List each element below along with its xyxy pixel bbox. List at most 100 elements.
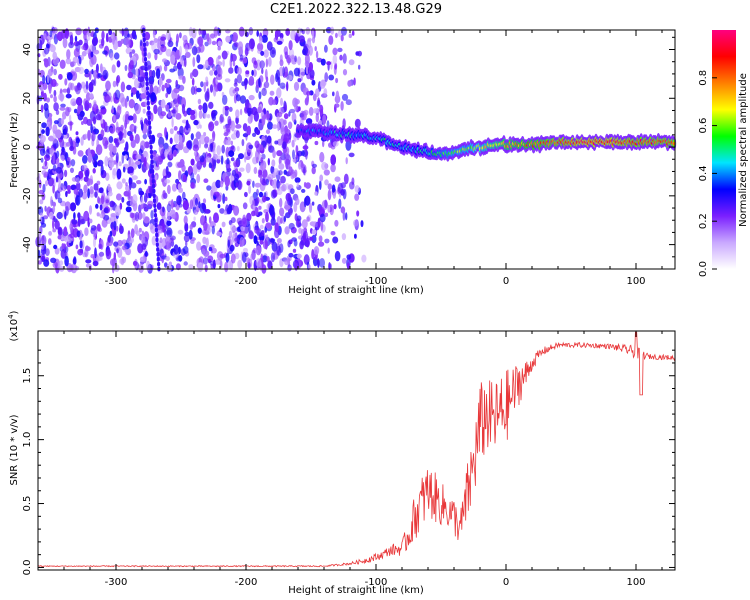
spectrogram-noise-cell [100, 105, 106, 110]
spectrogram-noise-cell [270, 238, 275, 243]
spectrogram-noise-cell [298, 259, 301, 270]
spectrogram-noise-cell [227, 260, 231, 269]
spectrogram-noise-cell [308, 202, 313, 213]
spectrogram-noise-cell [64, 127, 67, 135]
spectrogram-noise-cell [271, 159, 276, 167]
spectrogram-noise-cell [328, 74, 335, 81]
spectrogram-noise-cell [113, 220, 117, 231]
spectrogram-noise-cell [164, 262, 168, 268]
spectrogram-noise-cell [288, 252, 294, 258]
spectrogram-noise-cell [173, 244, 179, 255]
spectrogram-noise-cell [246, 125, 251, 136]
spectrogram-noise-cell [255, 156, 259, 164]
spectrogram-noise-cell [242, 214, 247, 225]
spectrogram-noise-cell [108, 136, 114, 143]
spectrogram-noise-cell [276, 179, 280, 189]
spectrogram-noise-cell [341, 93, 349, 101]
spectrogram-noise-cell [129, 179, 132, 191]
colorbar-tick-label: 0.2 [698, 213, 709, 229]
spectrogram-noise-cell [64, 201, 71, 212]
spectrogram-noise-cell [77, 248, 84, 256]
spectrogram-noise-cell [222, 94, 228, 105]
colorbar-gradient [712, 30, 736, 269]
spectrogram-noise-cell [203, 220, 208, 231]
spectrogram-noise-cell [203, 111, 207, 119]
spectrogram-noise-cell [142, 212, 146, 220]
spectrogram-noise-cell [235, 182, 239, 187]
spectrogram-noise-cell [198, 104, 203, 111]
spectrogram-noise-cell [105, 199, 109, 204]
spectrogram-noise-cell [208, 162, 213, 169]
spectrogram-streak-cell [142, 42, 147, 47]
spectrogram-noise-cell [232, 34, 238, 43]
spectrogram-noise-cell [123, 128, 127, 139]
spectrogram-noise-cell [52, 201, 56, 207]
spectrogram-noise-cell [332, 141, 339, 147]
spectrogram-streak-cell [144, 66, 148, 72]
spectrogram-noise-cell [321, 161, 328, 171]
spectrogram-noise-cell [241, 81, 246, 87]
spectrogram-streak-cell [144, 61, 148, 67]
spectrogram-noise-cell [41, 235, 45, 246]
spectrogram-streak-cell [148, 134, 153, 140]
spectrogram-noise-cell [65, 246, 69, 253]
spectrogram-noise-cell [262, 169, 268, 180]
spectrogram-noise-cell [101, 30, 105, 40]
spectrogram-noise-cell [79, 240, 83, 249]
spectrogram-y-tick-label: -20 [22, 188, 33, 204]
spectrogram-noise-cell [49, 44, 56, 53]
spectrogram-noise-cell [291, 139, 295, 148]
spectrogram-noise-cell [263, 49, 269, 58]
spectrogram-noise-cell [191, 46, 198, 56]
spectrogram-noise-cell [72, 257, 77, 265]
spectrogram-noise-cell [48, 238, 52, 245]
spectrogram-noise-cell [245, 162, 251, 174]
spectrogram-streak-cell [145, 81, 149, 87]
spectrogram-noise-cell [139, 76, 145, 88]
spectrogram-noise-cell [179, 32, 182, 39]
spectrogram-noise-cell [217, 204, 221, 209]
spectrogram-noise-cell [230, 244, 235, 252]
spectrogram-noise-cell [132, 260, 138, 266]
spectrogram-noise-cell [222, 193, 226, 205]
spectrogram-noise-cell [59, 93, 64, 102]
spectrogram-noise-cell [206, 156, 211, 163]
spectrogram-noise-cell [92, 168, 96, 174]
spectrogram-streak-cell [155, 242, 159, 248]
spectrogram-noise-cell [157, 225, 164, 234]
spectrogram-noise-cell [213, 26, 219, 37]
spectrogram-noise-cell [50, 257, 57, 263]
spectrogram-noise-cell [99, 204, 103, 211]
spectrogram-streak-cell [151, 169, 155, 174]
spectrogram-noise-cell [335, 77, 339, 84]
spectrogram-noise-cell [84, 100, 90, 112]
spectrogram-noise-cell [228, 230, 233, 239]
spectrogram-noise-cell [216, 158, 221, 164]
spectrogram-noise-cell [109, 127, 114, 134]
spectrogram-noise-cell [170, 54, 176, 65]
spectrogram-noise-cell [354, 118, 361, 128]
spectrogram-streak-cell [156, 256, 160, 262]
spectrogram-noise-cell [292, 248, 297, 253]
spectrogram-noise-cell [185, 44, 189, 54]
spectrogram-noise-cell [166, 203, 172, 213]
spectrogram-noise-cell [204, 264, 208, 273]
spectrogram-noise-cell [283, 119, 287, 125]
spectrogram-noise-cell [264, 68, 268, 80]
spectrogram-noise-cell [295, 197, 300, 206]
spectrogram-noise-cell [239, 54, 244, 61]
spectrogram-noise-cell [287, 56, 291, 66]
spectrogram-noise-cell [226, 207, 232, 215]
spectrogram-streak-cell [157, 261, 161, 267]
spectrogram-noise-cell [288, 132, 292, 141]
spectrogram-noise-cell [303, 166, 306, 176]
spectrogram-noise-cell [339, 54, 343, 61]
spectrogram-noise-cell [346, 254, 352, 260]
spectrogram-noise-cell [124, 64, 128, 72]
spectrogram-noise-cell [112, 145, 117, 154]
spectrogram-streak-cell [153, 203, 157, 209]
spectrogram-noise-cell [305, 149, 308, 160]
spectrogram-noise-cell [246, 257, 251, 265]
spectrogram-noise-cell [60, 249, 67, 259]
spectrogram-noise-cell [118, 130, 123, 141]
